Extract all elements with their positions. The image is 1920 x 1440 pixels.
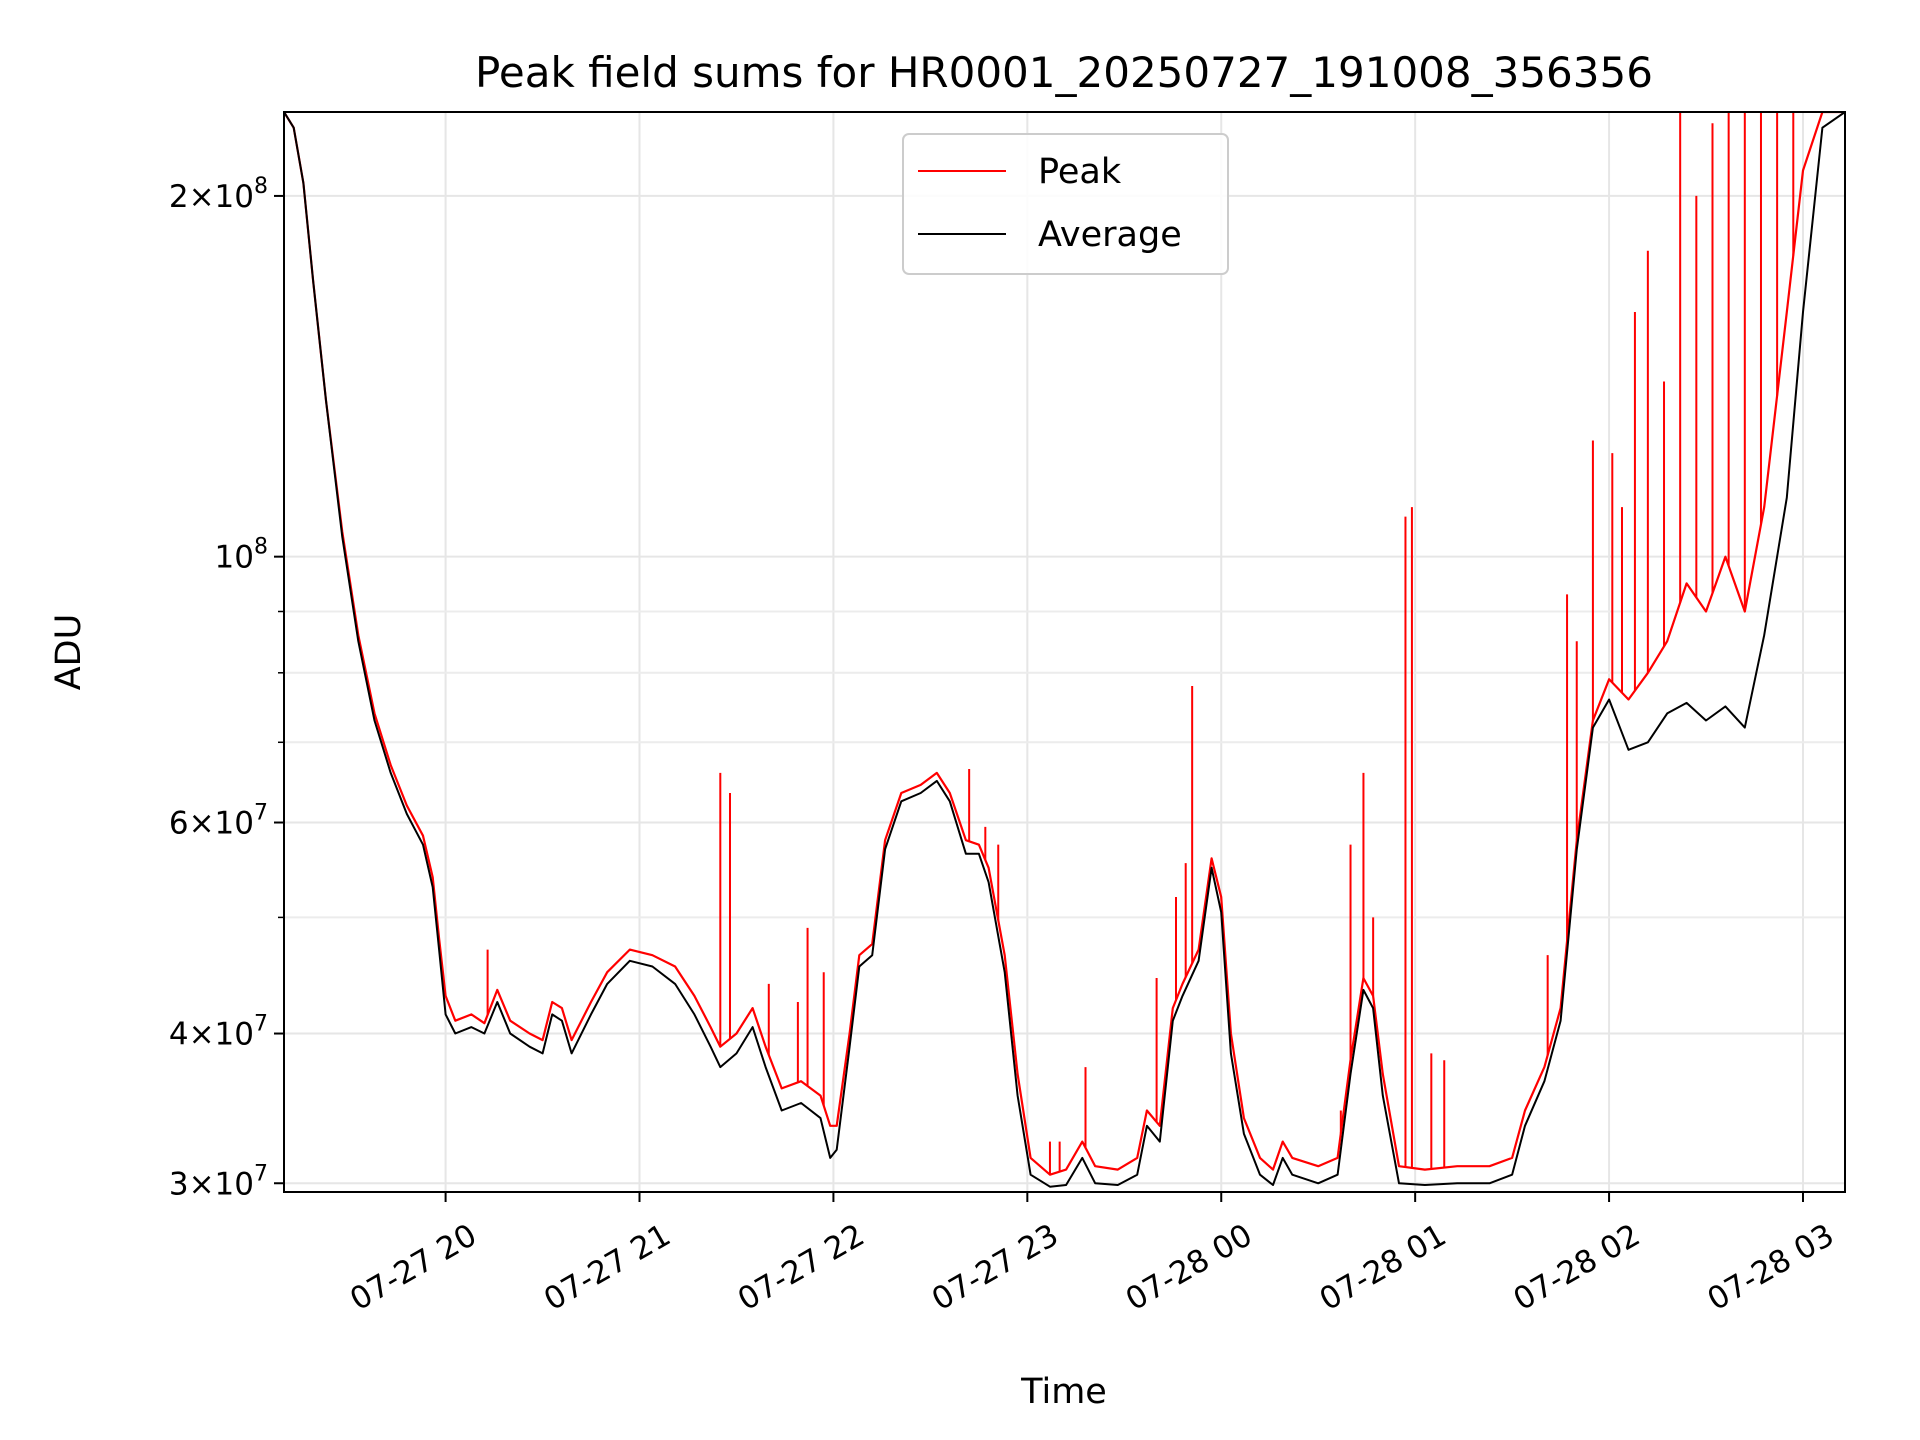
y-tick-exponent: 8	[254, 535, 268, 560]
y-tick-exponent: 7	[254, 801, 268, 826]
chart-title: Peak field sums for HR0001_20250727_1910…	[475, 48, 1653, 97]
plot-frame	[283, 111, 1846, 1193]
y-tick-times: ×10	[189, 806, 254, 842]
legend-label-peak: Peak	[1038, 152, 1122, 192]
legend-box	[902, 133, 1229, 275]
y-tick-exponent: 7	[254, 1161, 268, 1186]
x-axis-label: Time	[1020, 1372, 1107, 1412]
y-tick-label: 2×108	[169, 174, 268, 215]
grid-lines	[284, 112, 1845, 1192]
plot-area	[284, 112, 1845, 1188]
y-tick-base: 10	[215, 540, 254, 576]
legend: Peak Average	[902, 133, 1229, 275]
y-tick-exponent: 7	[254, 1012, 268, 1037]
y-tick-mantissa: 4	[169, 1017, 189, 1053]
y-tick-mantissa: 6	[169, 806, 189, 842]
y-tick-label: 3×107	[169, 1161, 268, 1202]
y-tick-times: ×10	[189, 1017, 254, 1053]
series-line-average	[284, 112, 1845, 1188]
legend-label-average: Average	[1038, 215, 1182, 255]
series-line-peak	[284, 112, 1845, 1176]
y-axis-label: ADU	[49, 614, 89, 691]
y-tick-mantissa: 3	[169, 1166, 189, 1202]
y-tick-label: 108	[215, 535, 268, 576]
y-tick-label: 4×107	[169, 1012, 268, 1053]
y-tick-exponent: 8	[254, 174, 268, 199]
y-tick-times: ×10	[189, 179, 254, 215]
y-tick-mantissa: 2	[169, 179, 189, 215]
peak-spikes	[486, 112, 1795, 1175]
y-tick-label: 6×107	[169, 801, 268, 842]
y-tick-times: ×10	[189, 1166, 254, 1202]
